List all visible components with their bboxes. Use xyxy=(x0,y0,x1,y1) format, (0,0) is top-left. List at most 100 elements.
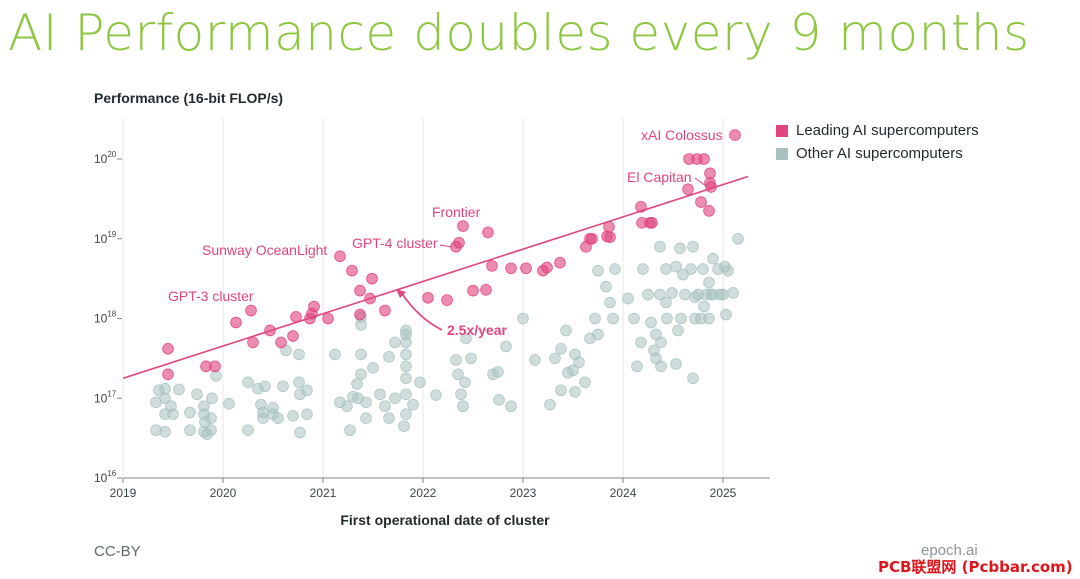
leading-point xyxy=(554,256,566,269)
other-point xyxy=(655,336,667,349)
other-point xyxy=(505,400,517,413)
other-point xyxy=(355,368,367,381)
other-point xyxy=(167,408,179,421)
leading-point xyxy=(695,196,707,208)
other-point xyxy=(628,312,640,325)
other-point xyxy=(670,260,682,273)
el-capitan-leader xyxy=(694,177,707,187)
other-point xyxy=(703,312,715,325)
other-point xyxy=(459,376,471,389)
legend-swatch-leading xyxy=(776,124,788,137)
other-point xyxy=(344,424,356,436)
leading-point xyxy=(354,284,366,297)
other-point xyxy=(655,360,667,373)
other-point xyxy=(631,360,643,373)
other-point xyxy=(184,406,196,419)
other-point xyxy=(400,360,412,373)
leading-point xyxy=(441,294,453,306)
other-point xyxy=(517,312,529,325)
other-point xyxy=(592,264,604,277)
other-point xyxy=(707,252,719,265)
leading-point xyxy=(482,226,494,239)
other-point xyxy=(383,412,395,424)
leading-point xyxy=(379,304,391,317)
other-point xyxy=(329,348,341,361)
y-axis-title: Performance (16-bit FLOP/s) xyxy=(94,90,284,106)
other-point xyxy=(294,426,306,439)
x-tick-label: 2023 xyxy=(510,486,537,500)
other-point xyxy=(293,348,305,361)
other-point xyxy=(206,392,218,405)
other-point xyxy=(592,328,604,341)
x-tick-label: 2025 xyxy=(710,486,737,500)
y-tick-label: 1020 xyxy=(94,150,117,166)
other-point xyxy=(450,354,462,366)
other-point xyxy=(293,376,305,389)
x-tick-label: 2021 xyxy=(310,486,337,500)
trend-line xyxy=(122,175,749,380)
other-point xyxy=(687,372,699,385)
other-point xyxy=(645,316,657,329)
other-point xyxy=(277,380,289,393)
page-title: AI Performance doubles every 9 months xyxy=(8,4,1030,62)
leading-point xyxy=(646,217,658,229)
y-tick-label: 1018 xyxy=(94,310,117,326)
other-point xyxy=(727,287,739,299)
leading-point xyxy=(422,291,434,304)
other-point xyxy=(722,264,734,277)
other-point xyxy=(414,376,426,389)
brand-logo: epoch.ai xyxy=(921,542,978,559)
other-point xyxy=(732,232,744,245)
other-point xyxy=(703,276,715,289)
legend-label-other: Other AI supercomputers xyxy=(796,145,963,162)
other-point xyxy=(654,288,666,301)
other-point xyxy=(159,382,171,395)
y-tick-label: 1017 xyxy=(94,389,117,405)
other-point xyxy=(223,398,235,410)
other-point xyxy=(301,384,313,397)
other-point xyxy=(492,366,504,378)
leading-point xyxy=(245,304,257,317)
other-point xyxy=(379,400,391,413)
annotation-el-capitan: El Capitan xyxy=(627,169,692,185)
gpt4-leader xyxy=(439,244,453,248)
other-point xyxy=(635,336,647,349)
leading-point xyxy=(520,262,532,275)
other-point xyxy=(257,412,269,424)
annotation-xai-colossus: xAI Colossus xyxy=(641,127,723,143)
other-point xyxy=(198,400,210,413)
other-point xyxy=(687,240,699,253)
other-point xyxy=(460,332,472,345)
other-point xyxy=(529,354,541,366)
other-point xyxy=(670,358,682,370)
leading-point xyxy=(453,236,465,249)
other-point xyxy=(341,400,353,413)
other-point xyxy=(389,392,401,405)
legend-swatch-other xyxy=(776,147,788,160)
leading-point xyxy=(541,261,553,274)
other-point xyxy=(242,376,254,389)
leading-point xyxy=(287,330,299,342)
other-point xyxy=(679,288,691,301)
other-point xyxy=(661,312,673,325)
other-point xyxy=(698,300,710,313)
leading-point xyxy=(322,312,334,325)
leading-point xyxy=(486,260,498,272)
leading-point xyxy=(729,129,741,141)
legend-label-leading: Leading AI supercomputers xyxy=(796,122,979,139)
leading-point xyxy=(230,316,242,329)
other-point xyxy=(242,424,254,436)
other-point xyxy=(430,389,442,401)
other-point xyxy=(287,409,299,422)
other-point xyxy=(544,398,556,411)
other-point xyxy=(549,352,561,365)
legend-item-leading: Leading AI supercomputers xyxy=(776,122,979,139)
other-point xyxy=(400,324,412,337)
other-point xyxy=(560,324,572,337)
leading-point xyxy=(162,343,174,355)
other-point xyxy=(205,412,217,424)
legend-item-other: Other AI supercomputers xyxy=(776,145,979,162)
other-point xyxy=(465,352,477,365)
other-point xyxy=(407,398,419,411)
